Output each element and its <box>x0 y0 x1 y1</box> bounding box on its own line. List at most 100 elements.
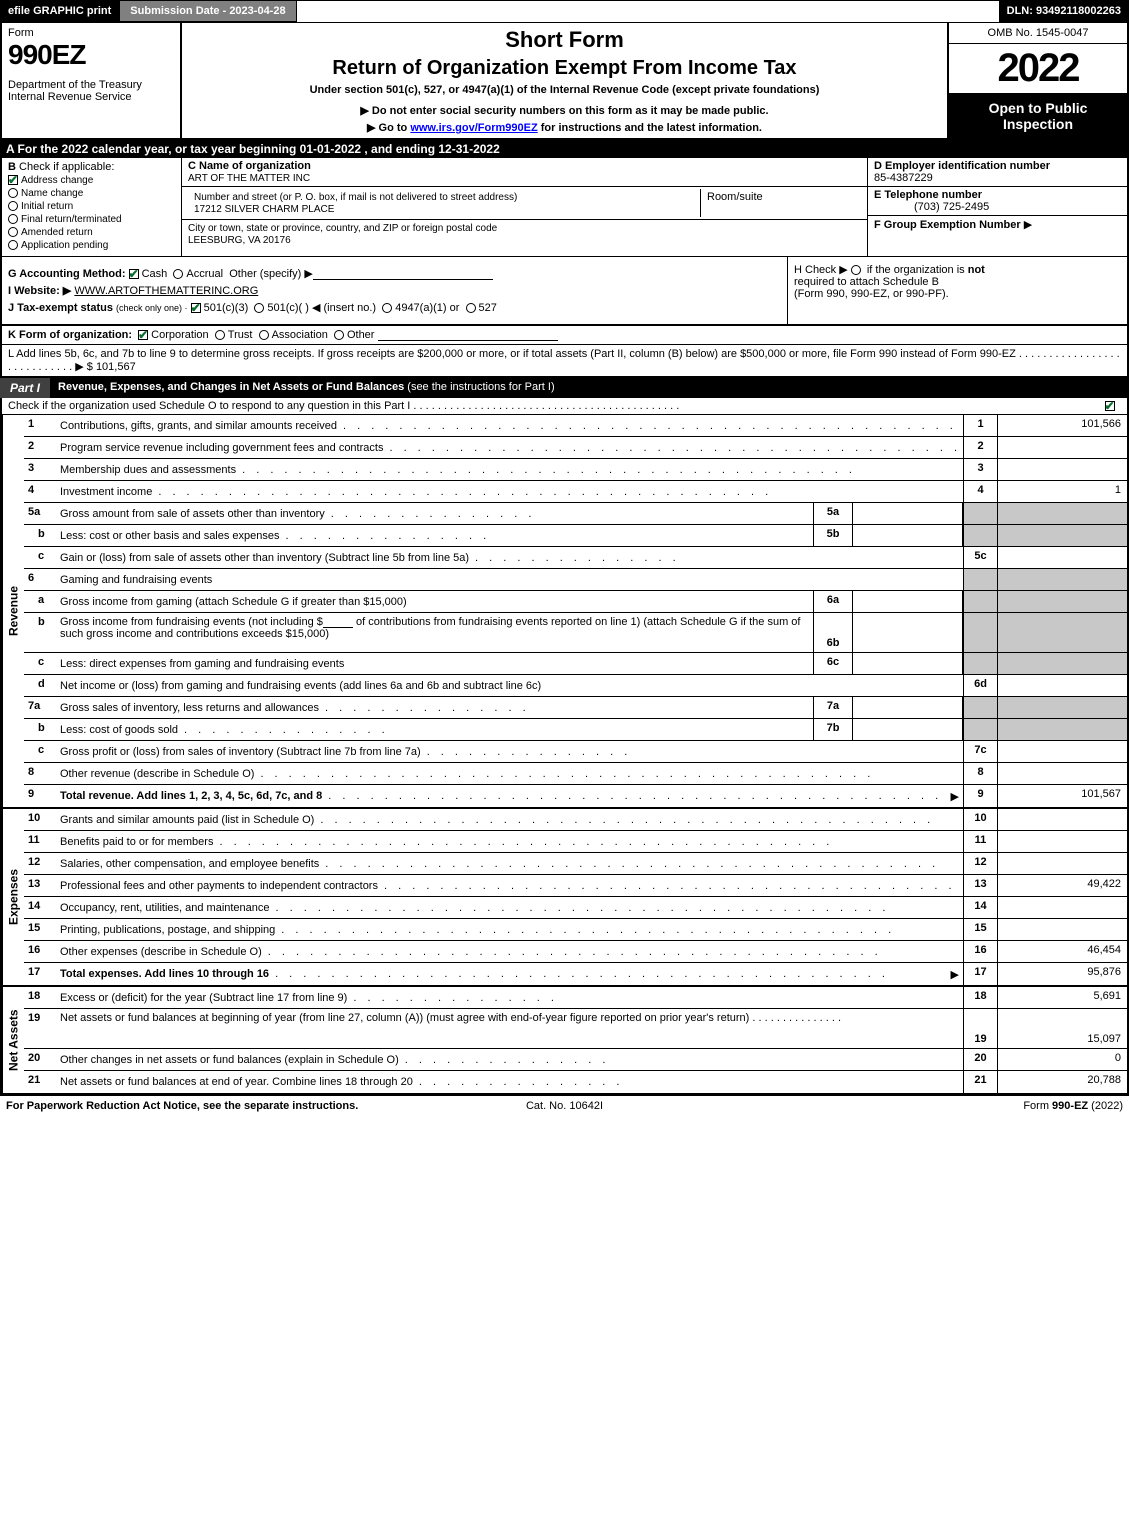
part-1-header: Part I Revenue, Expenses, and Changes in… <box>0 378 1129 398</box>
line-11-desc: Benefits paid to or for members <box>60 836 213 848</box>
line-7a-minival <box>853 697 963 718</box>
line-2-num: 2 <box>24 437 56 458</box>
4947-checkbox[interactable] <box>382 303 392 313</box>
line-19-numcol: 19 <box>963 1009 997 1048</box>
h-not: not <box>968 264 985 276</box>
omb-number: OMB No. 1545-0047 <box>949 23 1127 44</box>
line-5b-num: b <box>24 525 56 546</box>
line-3-num: 3 <box>24 459 56 480</box>
527-checkbox[interactable] <box>466 303 476 313</box>
name-change-checkbox[interactable] <box>8 188 18 198</box>
line-14: 14 Occupancy, rent, utilities, and maint… <box>24 897 1127 919</box>
under-section: Under section 501(c), 527, or 4947(a)(1)… <box>188 84 941 96</box>
line-18-desc: Excess or (deficit) for the year (Subtra… <box>60 992 347 1004</box>
501c3-checkbox[interactable] <box>191 303 201 313</box>
line-7b-num: b <box>24 719 56 740</box>
line-6b-minival <box>853 613 963 652</box>
efile-print-button[interactable]: efile GRAPHIC print <box>0 0 119 22</box>
website-row: I Website: ▶ WWW.ARTOFTHEMATTERINC.ORG <box>8 284 781 297</box>
other-org-checkbox[interactable] <box>334 330 344 340</box>
final-return-checkbox[interactable] <box>8 214 18 224</box>
check-if-label: Check if applicable: <box>19 161 114 173</box>
irs-link[interactable]: www.irs.gov/Form990EZ <box>410 122 537 134</box>
application-pending-checkbox[interactable] <box>8 240 18 250</box>
line-19-value: 15,097 <box>997 1009 1127 1048</box>
form-ref: Form 990-EZ (2022) <box>751 1100 1123 1112</box>
line-6c-num: c <box>24 653 56 674</box>
line-6c-desc: Less: direct expenses from gaming and fu… <box>60 658 344 670</box>
line-9: 9 Total revenue. Add lines 1, 2, 3, 4, 5… <box>24 785 1127 807</box>
form-title-block: Short Form Return of Organization Exempt… <box>182 23 947 138</box>
initial-return-checkbox[interactable] <box>8 201 18 211</box>
line-6-numcol <box>963 569 997 590</box>
line-6d: d Net income or (loss) from gaming and f… <box>24 675 1127 697</box>
schedule-b-checkbox[interactable] <box>851 265 861 275</box>
topbar-spacer <box>297 0 999 22</box>
line-9-desc: Total revenue. Add lines 1, 2, 3, 4, 5c,… <box>60 790 322 802</box>
line-6a-numcol <box>963 591 997 612</box>
line-21: 21 Net assets or fund balances at end of… <box>24 1071 1127 1093</box>
line-5c-numcol: 5c <box>963 547 997 568</box>
goto-pre: ▶ Go to <box>367 122 410 134</box>
line-13-value: 49,422 <box>997 875 1127 896</box>
amended-return-label: Amended return <box>21 227 93 238</box>
address-value: 17212 SILVER CHARM PLACE <box>194 204 334 215</box>
line-17: 17 Total expenses. Add lines 10 through … <box>24 963 1127 985</box>
line-19-desc: Net assets or fund balances at beginning… <box>60 1012 749 1024</box>
line-6a-mini: 6a <box>813 591 853 612</box>
fundraising-amount-input[interactable] <box>323 616 353 628</box>
line-7c: c Gross profit or (loss) from sales of i… <box>24 741 1127 763</box>
other-org-input[interactable] <box>378 329 558 341</box>
line-14-value <box>997 897 1127 918</box>
501c-checkbox[interactable] <box>254 303 264 313</box>
tax-year: 2022 <box>949 44 1127 93</box>
line-7c-desc: Gross profit or (loss) from sales of inv… <box>60 746 421 758</box>
line-11-numcol: 11 <box>963 831 997 852</box>
line-5c-num: c <box>24 547 56 568</box>
dots: . . . . . . . . . . . . . . . . . . . . … <box>213 836 959 848</box>
line-12-desc: Salaries, other compensation, and employ… <box>60 858 319 870</box>
line-8-value <box>997 763 1127 784</box>
dots: . . . . . . . . . . . . . . . <box>749 1012 841 1024</box>
short-form-label: Short Form <box>188 27 941 53</box>
accrual-checkbox[interactable] <box>173 269 183 279</box>
line-17-arrow: ▶ <box>951 968 959 981</box>
line-7b-desc: Less: cost of goods sold <box>60 724 178 736</box>
dln-number: DLN: 93492118002263 <box>999 0 1129 22</box>
accrual-label: Accrual <box>186 268 223 280</box>
line-5a-minival <box>853 503 963 524</box>
line-7c-value <box>997 741 1127 762</box>
line-11-num: 11 <box>24 831 56 852</box>
ssn-warning: ▶ Do not enter social security numbers o… <box>188 104 941 117</box>
amended-return-checkbox[interactable] <box>8 227 18 237</box>
g-through-j-block: G Accounting Method: Cash Accrual Other … <box>0 256 1129 326</box>
dots: . . . . . . . . . . . . . . . . . . . . … <box>314 814 959 826</box>
other-org-label: Other <box>347 329 375 341</box>
line-7b-mini: 7b <box>813 719 853 740</box>
corporation-checkbox[interactable] <box>138 330 148 340</box>
paperwork-notice: For Paperwork Reduction Act Notice, see … <box>6 1100 378 1112</box>
b-label: B <box>8 161 16 173</box>
other-method-input[interactable] <box>313 268 493 280</box>
trust-checkbox[interactable] <box>215 330 225 340</box>
address-change-checkbox[interactable] <box>8 175 18 185</box>
form-id-block: Form 990EZ Department of the Treasury In… <box>2 23 182 138</box>
trust-label: Trust <box>228 329 253 341</box>
line-18-value: 5,691 <box>997 987 1127 1008</box>
form-label: Form <box>8 27 174 39</box>
line-5c: c Gain or (loss) from sale of assets oth… <box>24 547 1127 569</box>
dots: . . . . . . . . . . . . . . . . . . . . … <box>337 420 959 432</box>
line-19: 19 Net assets or fund balances at beginn… <box>24 1009 1127 1049</box>
association-checkbox[interactable] <box>259 330 269 340</box>
line-19-num: 19 <box>24 1009 56 1048</box>
section-a-calendar-year: A For the 2022 calendar year, or tax yea… <box>0 140 1129 158</box>
line-14-numcol: 14 <box>963 897 997 918</box>
schedule-o-checkbox[interactable] <box>1105 401 1115 411</box>
entity-info-block: B Check if applicable: Address change Na… <box>0 158 1129 256</box>
part-1-title: Revenue, Expenses, and Changes in Net As… <box>50 378 1129 398</box>
dots: . . . . . . . . . . . . . . . <box>469 552 959 564</box>
expenses-table: Expenses 10 Grants and similar amounts p… <box>0 809 1129 987</box>
line-21-desc: Net assets or fund balances at end of ye… <box>60 1076 413 1088</box>
cash-checkbox[interactable] <box>129 269 139 279</box>
line-16: 16 Other expenses (describe in Schedule … <box>24 941 1127 963</box>
